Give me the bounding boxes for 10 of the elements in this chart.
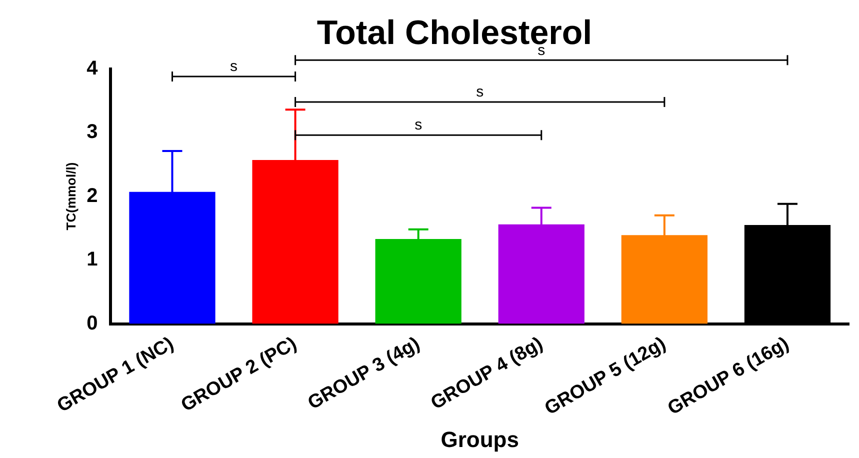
y-tick-label: 1 — [86, 248, 98, 271]
y-tick-label: 4 — [86, 57, 99, 80]
annotation: s — [414, 116, 422, 134]
annotation: s — [230, 58, 238, 76]
x-axis-title: Groups — [440, 426, 519, 452]
y-axis-title: TC(mmol/l) — [63, 162, 78, 230]
annotation: s — [476, 84, 484, 101]
y-tick-label: 2 — [86, 184, 98, 207]
y-tick-label: 0 — [86, 312, 98, 334]
y-tick-label: 3 — [86, 121, 98, 144]
